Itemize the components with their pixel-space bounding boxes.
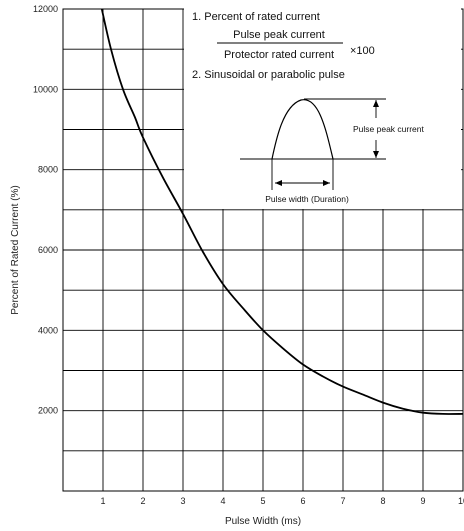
x-tick-label: 8 — [380, 496, 385, 506]
x-tick-label: 7 — [340, 496, 345, 506]
x-tick-label: 9 — [420, 496, 425, 506]
x-tick-label: 3 — [180, 496, 185, 506]
x-tick-label: 2 — [140, 496, 145, 506]
y-tick-label: 8000 — [38, 165, 58, 175]
y-tick-labels: 2000 4000 6000 8000 10000 12000 — [33, 4, 58, 416]
x-axis-label: Pulse Width (ms) — [225, 516, 301, 527]
y-tick-label: 4000 — [38, 325, 58, 335]
formula-denominator: Protector rated current — [224, 49, 334, 61]
pulse-width-arrowhead-left — [275, 180, 282, 186]
note-percent-of-rated-current: 1. Percent of rated current — [192, 11, 320, 23]
annotation-panel — [184, 6, 461, 209]
note-pulse-shape: 2. Sinusoidal or parabolic pulse — [192, 69, 345, 81]
pulse-width-arrowhead-right — [323, 180, 330, 186]
pulse-shape — [271, 99, 334, 160]
y-axis-label: Percent of Rated Current (%) — [10, 185, 21, 315]
y-tick-label: 6000 — [38, 245, 58, 255]
y-tick-label: 12000 — [33, 4, 58, 14]
pulse-peak-label: Pulse peak current — [353, 124, 425, 134]
peak-arrowhead-down — [373, 151, 379, 158]
formula-numerator: Pulse peak current — [233, 29, 325, 41]
y-tick-label: 10000 — [33, 84, 58, 94]
x-tick-label: 10 — [458, 496, 464, 506]
x-tick-label: 5 — [260, 496, 265, 506]
peak-arrowhead-up — [373, 100, 379, 107]
pulse-width-label: Pulse width (Duration) — [265, 194, 349, 204]
x-tick-label: 6 — [300, 496, 305, 506]
x-tick-label: 4 — [220, 496, 225, 506]
y-tick-label: 2000 — [38, 406, 58, 416]
x-tick-labels: 1 2 3 4 5 6 7 8 9 10 — [100, 496, 464, 506]
x-tick-label: 1 — [100, 496, 105, 506]
series-curve — [100, 8, 464, 415]
formula-multiplier: ×100 — [350, 45, 375, 57]
